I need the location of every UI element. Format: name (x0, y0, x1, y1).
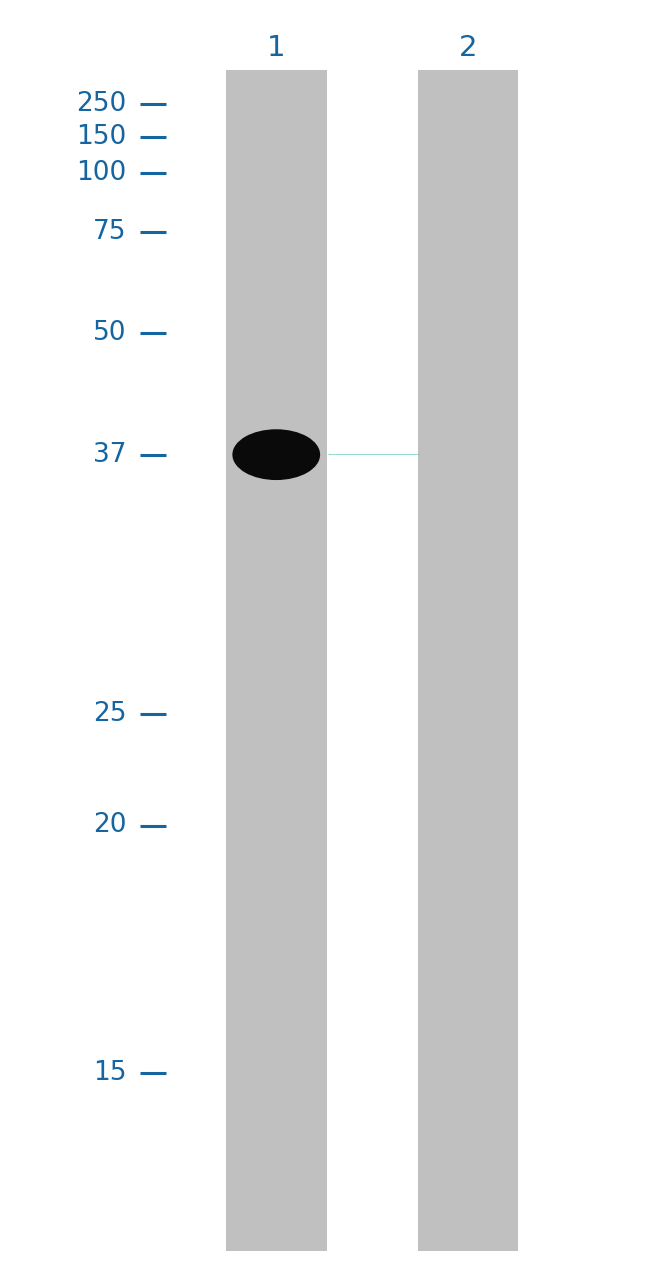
Bar (417, 70, 519, 1251)
Text: 250: 250 (77, 91, 127, 117)
Text: 15: 15 (93, 1060, 127, 1086)
Text: 1: 1 (267, 34, 285, 62)
Text: 25: 25 (93, 701, 127, 726)
Text: 75: 75 (93, 220, 127, 245)
Text: 50: 50 (93, 320, 127, 345)
Text: 2: 2 (459, 34, 477, 62)
Text: 100: 100 (77, 160, 127, 185)
Text: 20: 20 (93, 813, 127, 838)
Bar (226, 70, 326, 1251)
Ellipse shape (233, 429, 320, 480)
Text: 37: 37 (93, 442, 127, 467)
Text: 150: 150 (77, 124, 127, 150)
